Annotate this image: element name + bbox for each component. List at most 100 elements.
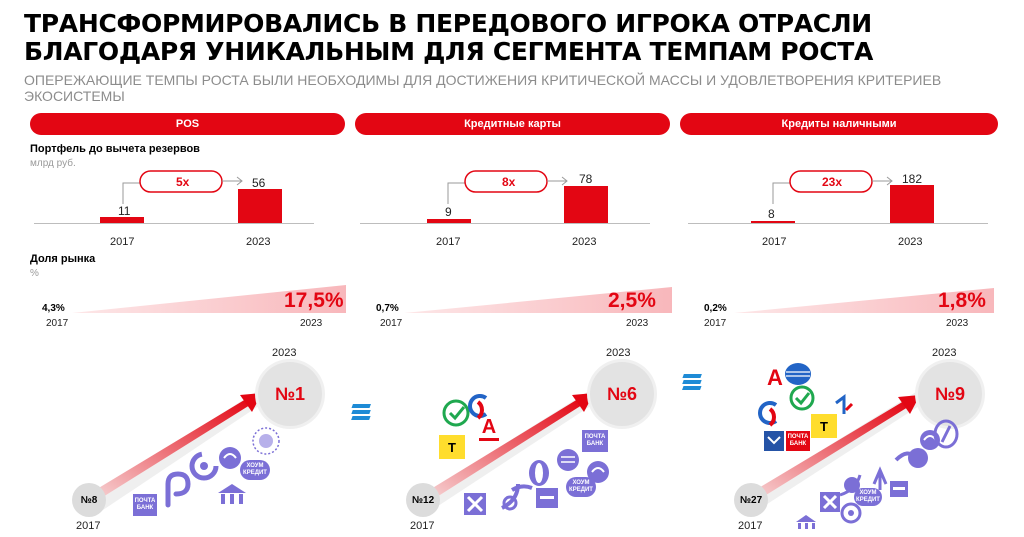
alfa-logo-underline [479, 438, 499, 441]
bank-logo-icon [872, 466, 888, 490]
baseline [34, 223, 314, 224]
share-wedge [404, 287, 672, 313]
bank-logo-icon [218, 484, 246, 493]
year-start: 2017 [762, 236, 787, 248]
year-end: 2023 [626, 318, 649, 329]
tbank-logo-icon [811, 414, 837, 438]
bar-2023-credit-cards [564, 186, 608, 223]
portfolio-label: Портфель до вычета резервов [30, 143, 200, 155]
year-start: 2017 [110, 236, 135, 248]
rank-start-pos: №8 [72, 483, 106, 517]
bar-2017-pos [100, 217, 144, 223]
home-credit-logo: ХОУМ КРЕДИТ [566, 477, 596, 497]
bank-logo-icon [587, 461, 609, 483]
share-2017-pos: 4,3% [42, 303, 65, 314]
segment-pill-credit-cards: Кредитные карты [355, 113, 670, 135]
alfa-logo-text: А [767, 364, 783, 390]
rank-year-start: 2017 [410, 520, 435, 532]
growth-connector [122, 170, 243, 204]
share-wedge [72, 285, 346, 313]
page-subtitle: ОПЕРЕЖАЮЩИЕ ТЕМПЫ РОСТА БЫЛИ НЕОБХОДИМЫ … [24, 72, 942, 104]
year-end: 2023 [572, 236, 597, 248]
bank-logo-icon [840, 502, 862, 524]
bank-logo-icon [908, 448, 928, 468]
pochta-bank-logo: ПОЧТА БАНК [787, 434, 809, 447]
share-label: Доля рынка [30, 253, 96, 265]
rank-year-end: 2023 [272, 347, 297, 359]
share-2023-cash-loans: 1,8% [938, 289, 986, 312]
year-start: 2017 [436, 236, 461, 248]
home-credit-logo: ХОУМ КРЕДИТ [240, 460, 270, 480]
rank-end-credit-cards: №6 [590, 362, 654, 426]
segment-pill-pos: POS [30, 113, 345, 135]
competitor-logos [682, 363, 854, 451]
pochta-bank-logo: ПОЧТА БАНК [133, 494, 157, 516]
bar-2017-cash-loans [751, 221, 795, 223]
tbank-logo-icon [439, 435, 465, 459]
value-2017-credit-cards: 9 [445, 205, 452, 219]
bank-logo-icon [796, 515, 816, 522]
share-2023-credit-cards: 2,5% [608, 289, 656, 312]
sber-logo-icon [442, 399, 470, 427]
rank-year-end: 2023 [932, 347, 957, 359]
sber-logo-icon [789, 385, 815, 411]
share-2017-credit-cards: 0,7% [376, 303, 399, 314]
multiplier-credit-cards: 8x [502, 175, 516, 189]
pochta-bank-logo: ПОЧТА БАНК [582, 430, 608, 452]
value-2023-pos: 56 [252, 176, 266, 190]
vtb-logo-icon [351, 404, 371, 408]
multiplier-cash-loans: 23x [822, 175, 843, 189]
share-2017-cash-loans: 0,2% [704, 303, 727, 314]
share-2023-pos: 17,5% [284, 289, 344, 312]
bank-logo-icon [252, 427, 280, 455]
bar-2023-cash-loans [890, 185, 934, 223]
panel-credit-cards: 8x 9 78 2017 2023 0,7% 2,5% 2017 2023 20… [350, 0, 680, 537]
multiplier-pos: 5x [176, 175, 190, 189]
portfolio-unit: млрд руб. [30, 158, 76, 169]
rank-arrow [418, 374, 624, 510]
bank-logo-icon [219, 447, 241, 469]
tbank-logo-text: Т [820, 418, 828, 434]
competitor-logos [165, 427, 280, 508]
home-credit-logo: ХОУМ КРЕДИТ [854, 488, 882, 506]
growth-connector [447, 170, 568, 204]
baseline [688, 223, 988, 224]
year-end: 2023 [300, 318, 323, 329]
gazprombank-logo-icon [785, 363, 811, 385]
value-2017-cash-loans: 8 [768, 207, 775, 221]
post-bank-logo-icon [764, 431, 784, 451]
rank-end-cash-loans: №9 [918, 362, 982, 426]
rank-arrow [86, 375, 290, 512]
panel-cash-loans: 23x 8 182 2017 2023 0,2% 1,8% 2017 2023 … [680, 0, 1024, 537]
bank-logo-icon [933, 419, 959, 449]
share-wedge [734, 288, 994, 313]
alfa-logo-text: А [481, 415, 497, 438]
rank-year-end: 2023 [606, 347, 631, 359]
tbank-logo-text: Т [448, 439, 456, 455]
growth-connector [772, 170, 893, 204]
competitor-logos [351, 394, 488, 459]
competitor-logos-purple [464, 449, 609, 515]
rank-year-start: 2017 [76, 520, 101, 532]
rank-start-cash-loans: №27 [734, 483, 768, 517]
year-start: 2017 [380, 318, 403, 329]
bank-logo-icon [786, 431, 810, 451]
baseline [360, 223, 650, 224]
value-2023-credit-cards: 78 [579, 172, 593, 186]
year-start: 2017 [704, 318, 727, 329]
bar-2017-credit-cards [427, 219, 471, 223]
bar-2023-pos [238, 189, 282, 223]
value-2023-cash-loans: 182 [902, 172, 923, 186]
segment-pill-cash-loans: Кредиты наличными [680, 113, 998, 135]
rank-end-pos: №1 [258, 362, 322, 426]
page-title: ТРАНСФОРМИРОВАЛИСЬ В ПЕРЕДОВОГО ИГРОКА О… [24, 9, 874, 66]
panel-pos: 5x 11 56 2017 2023 4,3% 17,5% 2017 2023 … [0, 0, 350, 537]
bank-logo-icon [557, 449, 579, 471]
rank-start-credit-cards: №12 [406, 483, 440, 517]
share-unit: % [30, 268, 39, 279]
year-start: 2017 [46, 318, 69, 329]
bank-logo-icon [844, 477, 860, 493]
year-end: 2023 [898, 236, 923, 248]
rank-arrow [744, 376, 950, 510]
vtb-logo-icon [682, 374, 702, 378]
